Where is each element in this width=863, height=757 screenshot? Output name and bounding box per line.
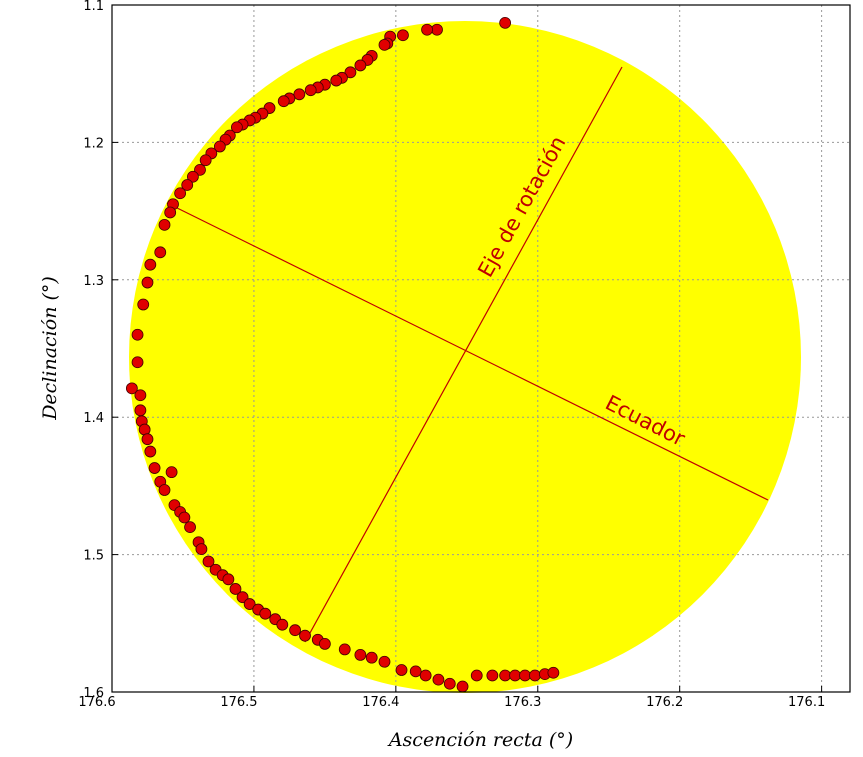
x-tick-label: 176.4 <box>362 695 399 710</box>
point <box>145 446 156 457</box>
point <box>379 39 390 50</box>
point <box>132 329 143 340</box>
point <box>175 188 186 199</box>
point <box>223 574 234 585</box>
point <box>500 670 511 681</box>
point <box>142 434 153 445</box>
point <box>319 638 330 649</box>
y-tick-label: 1.6 <box>83 686 104 701</box>
x-tick-label: 176.1 <box>788 695 825 710</box>
point <box>331 75 342 86</box>
point <box>135 390 146 401</box>
point <box>355 649 366 660</box>
point <box>278 96 289 107</box>
point <box>500 17 511 28</box>
point <box>277 619 288 630</box>
chart: Eje de rotación Ecuador 176.6176.5176.41… <box>0 0 863 757</box>
y-tick-label: 1.2 <box>83 136 104 151</box>
x-tick-label: 176.2 <box>646 695 683 710</box>
point <box>355 60 366 71</box>
point <box>179 512 190 523</box>
point <box>159 219 170 230</box>
point <box>300 630 311 641</box>
y-tick-label: 1.3 <box>83 274 104 289</box>
point <box>260 608 271 619</box>
point <box>138 299 149 310</box>
y-tick-label: 1.5 <box>83 549 104 564</box>
x-tick-label: 176.5 <box>220 695 257 710</box>
point <box>294 89 305 100</box>
page: {"chart_data": {"type": "scatter", "x_la… <box>0 0 863 757</box>
point <box>339 644 350 655</box>
point <box>487 670 498 681</box>
y-tick-label: 1.4 <box>83 411 104 426</box>
point <box>433 674 444 685</box>
point <box>510 670 521 681</box>
point <box>366 652 377 663</box>
point <box>305 85 316 96</box>
point <box>149 463 160 474</box>
point <box>142 277 153 288</box>
point <box>396 665 407 676</box>
point <box>200 155 211 166</box>
point <box>444 678 455 689</box>
point <box>132 357 143 368</box>
body-disk <box>129 21 801 693</box>
y-tick-label: 1.1 <box>83 0 104 14</box>
point <box>457 681 468 692</box>
point <box>165 207 176 218</box>
point <box>422 24 433 35</box>
point <box>397 30 408 41</box>
point <box>471 670 482 681</box>
point <box>196 544 207 555</box>
point <box>529 670 540 681</box>
x-tick-label: 176.3 <box>504 695 541 710</box>
point <box>135 405 146 416</box>
point <box>155 247 166 258</box>
point <box>159 485 170 496</box>
point <box>420 670 431 681</box>
point <box>379 656 390 667</box>
point <box>519 670 530 681</box>
point <box>166 467 177 478</box>
point <box>290 625 301 636</box>
point <box>185 522 196 533</box>
point <box>145 259 156 270</box>
point <box>548 667 559 678</box>
point <box>410 666 421 677</box>
y-axis-label: Declinación (°) <box>39 276 61 421</box>
point <box>432 24 443 35</box>
x-axis-label: Ascención recta (°) <box>387 729 573 751</box>
